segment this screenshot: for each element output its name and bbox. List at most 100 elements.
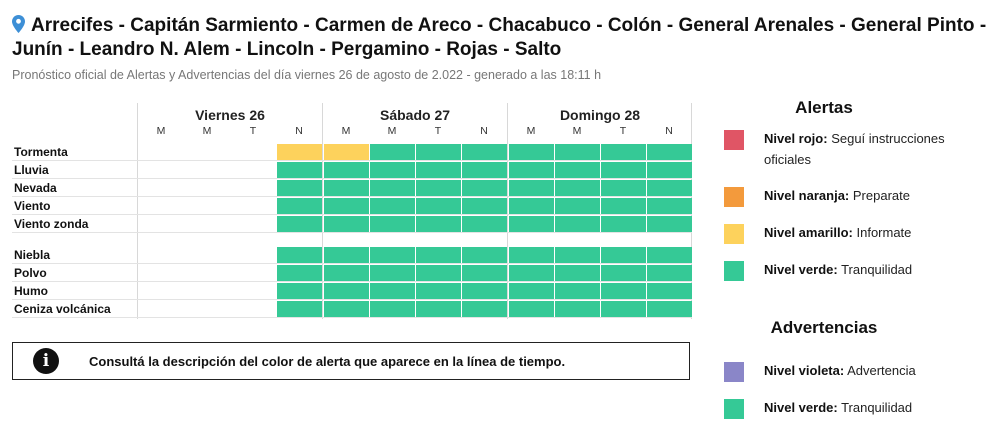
alert-cell-verde	[601, 247, 646, 263]
legend-item-violeta: Nivel violeta: Advertencia	[724, 360, 974, 382]
alert-cell-verde	[324, 283, 369, 299]
alert-cell-verde	[555, 180, 600, 196]
color-swatch	[724, 187, 744, 207]
color-swatch	[724, 362, 744, 382]
row-separator	[12, 160, 692, 161]
alert-cell-verde	[462, 301, 507, 317]
info-text: Consultá la descripción del color de ale…	[89, 353, 566, 369]
alert-cell-verde	[647, 301, 692, 317]
alert-cell-verde	[324, 180, 369, 196]
row-separator	[12, 178, 692, 179]
row-separator	[12, 281, 692, 282]
alert-cell-verde	[647, 144, 692, 160]
phenomenon-label: Polvo	[14, 266, 47, 280]
row-separator	[12, 299, 692, 300]
phenomenon-label: Lluvia	[14, 163, 49, 177]
alert-cell-verde	[416, 180, 461, 196]
level-description: Tranquilidad	[837, 262, 913, 277]
color-swatch	[724, 261, 744, 281]
legend-text: Nivel verde: Tranquilidad	[764, 259, 974, 280]
alert-cell-verde	[416, 162, 461, 178]
row-separator	[12, 232, 692, 233]
level-name: Nivel naranja:	[764, 188, 850, 203]
alert-cell-verde	[277, 265, 322, 281]
alert-cell-verde	[370, 144, 415, 160]
time-slot-label: N	[295, 125, 303, 137]
alert-cell-verde	[416, 144, 461, 160]
color-swatch	[724, 399, 744, 419]
alert-cell-verde	[324, 265, 369, 281]
phenomenon-label: Humo	[14, 284, 48, 298]
legend-text: Nivel amarillo: Informate	[764, 222, 974, 243]
legend-item-verde: Nivel verde: Tranquilidad	[724, 259, 974, 281]
level-name: Nivel verde:	[764, 262, 838, 277]
alert-cell-verde	[509, 144, 554, 160]
alert-cell-verde	[324, 301, 369, 317]
alert-cell-verde	[601, 162, 646, 178]
alert-cell-verde	[509, 216, 554, 232]
alert-cell-verde	[647, 216, 692, 232]
alert-cell-verde	[324, 216, 369, 232]
alert-cell-verde	[555, 198, 600, 214]
level-description: Advertencia	[844, 363, 916, 378]
alert-cell-verde	[416, 265, 461, 281]
alert-cell-verde	[509, 198, 554, 214]
alert-cell-verde	[555, 216, 600, 232]
alert-cell-verde	[555, 162, 600, 178]
alert-cell-verde	[277, 216, 322, 232]
alert-cell-verde	[647, 247, 692, 263]
time-slot-label: T	[619, 125, 627, 137]
info-icon: i	[33, 348, 59, 374]
alert-cell-verde	[601, 301, 646, 317]
alert-cell-verde	[462, 198, 507, 214]
level-description: Preparate	[849, 188, 910, 203]
grid-divider	[322, 103, 323, 319]
alert-cell-verde	[601, 180, 646, 196]
legend-text: Nivel rojo: Seguí instrucciones oficiale…	[764, 128, 974, 170]
alert-cell-verde	[647, 283, 692, 299]
alert-cell-verde	[370, 283, 415, 299]
alert-cell-verde	[416, 247, 461, 263]
phenomenon-label: Viento zonda	[14, 217, 89, 231]
alert-cell-verde	[416, 283, 461, 299]
page-title: Arrecifes - Capitán Sarmiento - Carmen d…	[12, 14, 992, 62]
day-header: Sábado 27	[379, 107, 451, 123]
level-name: Nivel amarillo:	[764, 225, 853, 240]
alert-cell-verde	[462, 283, 507, 299]
alert-cell-verde	[370, 198, 415, 214]
alert-timeline: Viernes 26 M M T N Sábado 27 M M T N Domingo 28 M M T…	[12, 103, 692, 319]
level-description: Tranquilidad	[837, 400, 913, 415]
alert-cell-verde	[462, 247, 507, 263]
grid-divider	[137, 103, 138, 319]
alert-cell-verde	[555, 265, 600, 281]
alert-cell-verde	[509, 283, 554, 299]
alert-cell-verde	[370, 247, 415, 263]
alert-cell-verde	[647, 265, 692, 281]
alert-cell-verde	[370, 216, 415, 232]
phenomenon-label: Nevada	[14, 181, 57, 195]
alert-cell-verde	[370, 180, 415, 196]
locations-title: Arrecifes - Capitán Sarmiento - Carmen d…	[12, 15, 987, 60]
location-pin-icon	[12, 15, 25, 33]
alert-cell-verde	[462, 265, 507, 281]
alert-cell-verde	[509, 180, 554, 196]
alert-cell-verde	[416, 301, 461, 317]
alert-cell-verde	[324, 162, 369, 178]
alert-cell-verde	[601, 265, 646, 281]
forecast-subtitle: Pronóstico oficial de Alertas y Adverten…	[12, 68, 602, 82]
legend-alertas: Alertas Nivel rojo: Seguí instrucciones …	[724, 98, 994, 281]
alert-cell-verde	[601, 198, 646, 214]
row-separator	[12, 214, 692, 215]
level-name: Nivel verde:	[764, 400, 838, 415]
legend-advertencias: Advertencias Nivel violeta: Advertencia N…	[724, 318, 994, 419]
alert-cell-amarillo	[324, 144, 369, 160]
page-header: Arrecifes - Capitán Sarmiento - Carmen d…	[12, 14, 992, 82]
alert-cell-verde	[647, 198, 692, 214]
info-box: i Consultá la descripción del color de a…	[12, 342, 690, 380]
level-name: Nivel rojo:	[764, 131, 828, 146]
alert-cell-verde	[647, 180, 692, 196]
alert-cell-verde	[462, 162, 507, 178]
legend-item-amarillo: Nivel amarillo: Informate	[724, 222, 974, 244]
alert-cell-verde	[370, 162, 415, 178]
legend-alertas-title: Alertas	[795, 98, 853, 117]
